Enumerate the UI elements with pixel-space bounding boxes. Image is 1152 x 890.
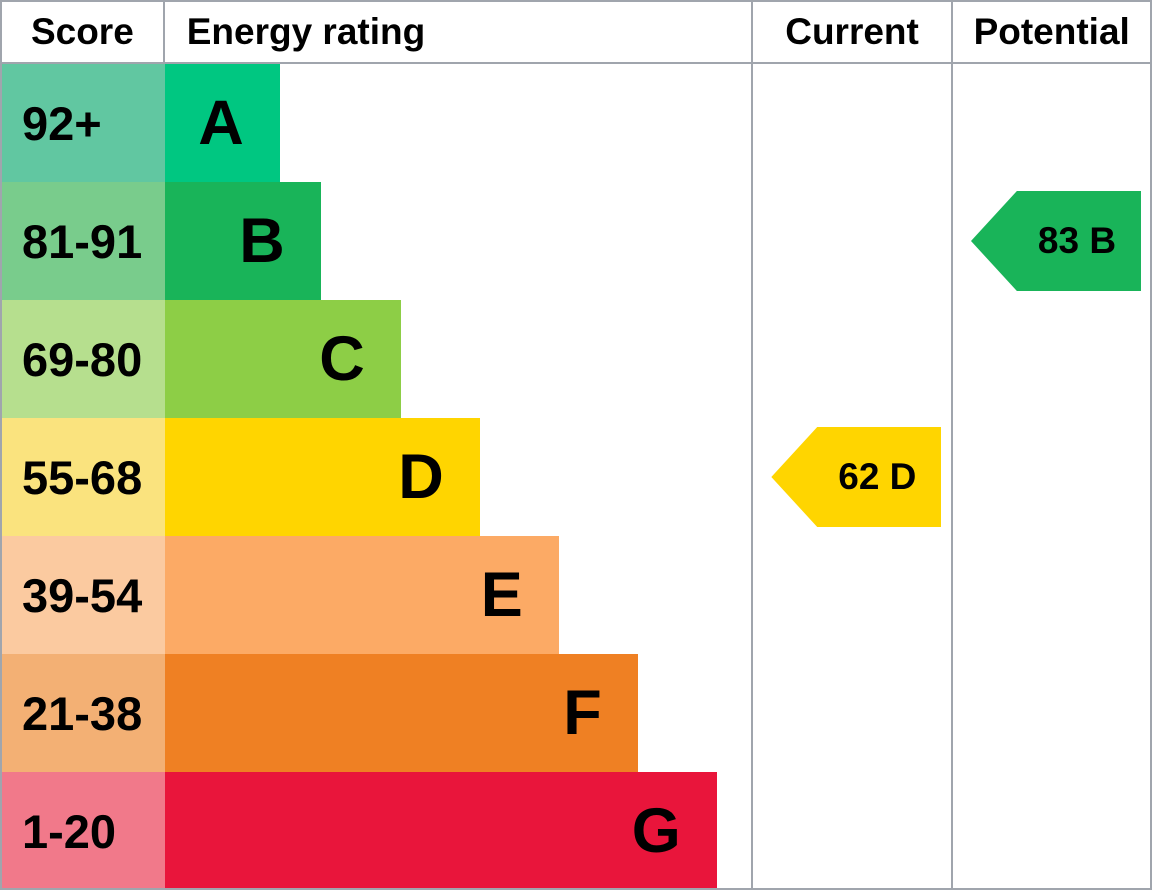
band-row-e: 39-54 E [2, 536, 1150, 654]
band-bar-g: G [164, 772, 717, 888]
potential-column-cell: 83 B [951, 182, 1150, 300]
score-range-label: 81-91 [2, 182, 165, 300]
column-header-potential: Potential [951, 2, 1150, 62]
current-rating-arrow: 62 D [771, 427, 942, 527]
current-column-cell [750, 64, 952, 182]
potential-rating-arrow: 83 B [970, 191, 1141, 291]
band-bar-area: B [164, 182, 751, 300]
band-bar-area: E [164, 536, 751, 654]
band-row-g: 1-20 G [2, 772, 1150, 888]
column-header-score: Score [2, 2, 165, 62]
band-bar-e: E [164, 536, 559, 654]
potential-column-cell [951, 654, 1150, 772]
current-rating-label: 62 D [838, 456, 917, 497]
band-bar-area: F [164, 654, 751, 772]
score-range-label: 55-68 [2, 418, 165, 536]
band-row-a: 92+ A [2, 64, 1150, 182]
band-bar-b: B [164, 182, 321, 300]
band-bar-area: G [164, 772, 751, 888]
potential-column-cell [951, 300, 1150, 418]
band-bar-area: D [164, 418, 751, 536]
current-column-cell [750, 300, 952, 418]
band-bar-c: C [164, 300, 401, 418]
current-column-cell [750, 654, 952, 772]
score-range-label: 39-54 [2, 536, 165, 654]
potential-rating-label: 83 B [1037, 220, 1117, 261]
band-bar-f: F [164, 654, 638, 772]
potential-column-cell [951, 64, 1150, 182]
current-column-cell: 62 D [750, 418, 952, 536]
band-row-d: 55-68 D 62 D [2, 418, 1150, 536]
current-column-cell [750, 536, 952, 654]
chart-header-row: Score Energy rating Current Potential [2, 2, 1150, 64]
potential-column-cell [951, 772, 1150, 888]
column-header-current: Current [750, 2, 952, 62]
band-bar-a: A [164, 64, 280, 182]
score-range-label: 92+ [2, 64, 165, 182]
band-bar-d: D [164, 418, 480, 536]
band-row-c: 69-80 C [2, 300, 1150, 418]
band-bar-area: C [164, 300, 751, 418]
band-row-b: 81-91 B 83 B [2, 182, 1150, 300]
potential-column-cell [951, 536, 1150, 654]
score-range-label: 1-20 [2, 772, 165, 888]
current-column-cell [750, 772, 952, 888]
score-range-label: 21-38 [2, 654, 165, 772]
potential-column-cell [951, 418, 1150, 536]
band-row-f: 21-38 F [2, 654, 1150, 772]
current-column-cell [750, 182, 952, 300]
column-header-energy-rating: Energy rating [186, 11, 426, 52]
band-bar-area: A [164, 64, 751, 182]
score-range-label: 69-80 [2, 300, 165, 418]
